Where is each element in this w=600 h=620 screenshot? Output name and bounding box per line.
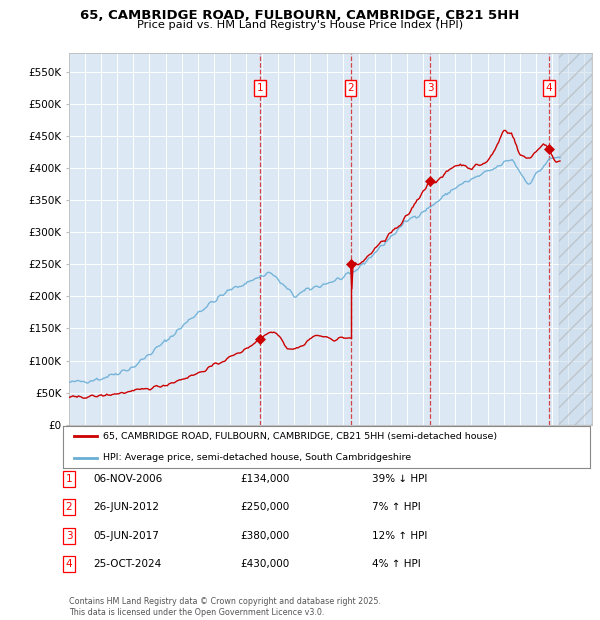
Text: 25-OCT-2024: 25-OCT-2024 — [93, 559, 161, 569]
Text: £380,000: £380,000 — [240, 531, 289, 541]
Text: 26-JUN-2012: 26-JUN-2012 — [93, 502, 159, 512]
Text: 7% ↑ HPI: 7% ↑ HPI — [372, 502, 421, 512]
Text: HPI: Average price, semi-detached house, South Cambridgeshire: HPI: Average price, semi-detached house,… — [103, 453, 410, 462]
Text: 4: 4 — [65, 559, 73, 569]
Text: 1: 1 — [256, 83, 263, 93]
Text: 12% ↑ HPI: 12% ↑ HPI — [372, 531, 427, 541]
Text: Contains HM Land Registry data © Crown copyright and database right 2025.
This d: Contains HM Land Registry data © Crown c… — [69, 598, 381, 617]
Text: 05-JUN-2017: 05-JUN-2017 — [93, 531, 159, 541]
Text: Price paid vs. HM Land Registry's House Price Index (HPI): Price paid vs. HM Land Registry's House … — [137, 20, 463, 30]
Text: £430,000: £430,000 — [240, 559, 289, 569]
Text: 06-NOV-2006: 06-NOV-2006 — [93, 474, 162, 484]
Bar — [559, 53, 592, 425]
Text: £250,000: £250,000 — [240, 502, 289, 512]
Text: 3: 3 — [427, 83, 433, 93]
Text: 2: 2 — [347, 83, 354, 93]
Text: 1: 1 — [65, 474, 73, 484]
Text: 39% ↓ HPI: 39% ↓ HPI — [372, 474, 427, 484]
Text: 2: 2 — [65, 502, 73, 512]
Text: 4% ↑ HPI: 4% ↑ HPI — [372, 559, 421, 569]
Text: 3: 3 — [65, 531, 73, 541]
Text: 65, CAMBRIDGE ROAD, FULBOURN, CAMBRIDGE, CB21 5HH: 65, CAMBRIDGE ROAD, FULBOURN, CAMBRIDGE,… — [80, 9, 520, 22]
Text: 4: 4 — [546, 83, 553, 93]
Text: 65, CAMBRIDGE ROAD, FULBOURN, CAMBRIDGE, CB21 5HH (semi-detached house): 65, CAMBRIDGE ROAD, FULBOURN, CAMBRIDGE,… — [103, 432, 497, 441]
Text: £134,000: £134,000 — [240, 474, 289, 484]
